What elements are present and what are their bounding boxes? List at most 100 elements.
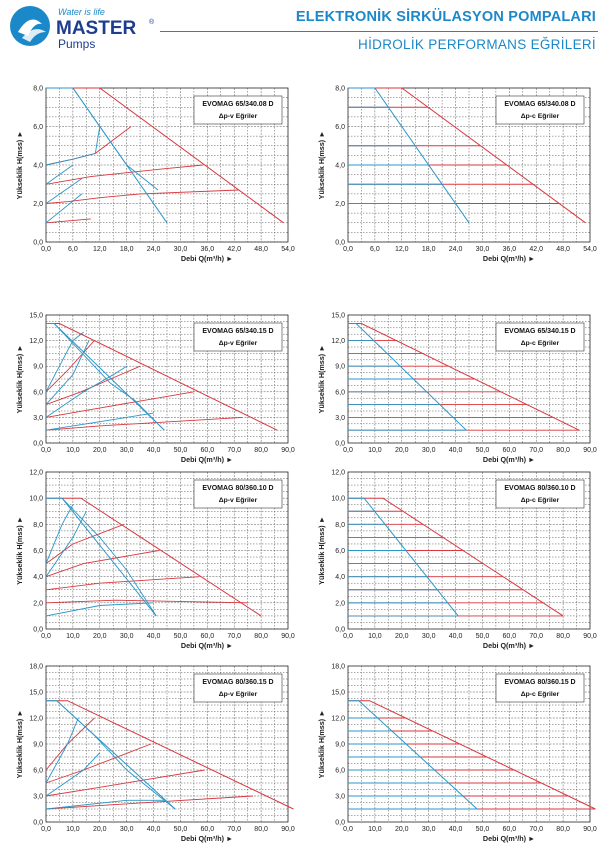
dp-v-red-curve xyxy=(45,550,159,578)
y-tick-label: 9,0 xyxy=(33,742,43,749)
dp-v-red-curve xyxy=(45,189,239,204)
mode-label: Δp-c Eğriler xyxy=(521,113,560,120)
y-tick-label: 18,0 xyxy=(29,664,43,671)
logo-tagline: Water is life xyxy=(58,7,105,17)
x-tick-label: 30,0 xyxy=(174,246,188,253)
x-tick-label: 40,0 xyxy=(147,826,161,833)
y-tick-label: 8,0 xyxy=(335,522,345,529)
model-box xyxy=(495,322,585,352)
y-tick-label: 15,0 xyxy=(29,313,43,320)
x-tick-label: 50,0 xyxy=(174,447,188,454)
y-axis-label: Yükseklik H(mss) ► xyxy=(15,710,24,779)
x-tick-label: 40,0 xyxy=(147,447,161,454)
x-tick-label: 36,0 xyxy=(503,246,517,253)
chart-7: 0,0 10,0 20,0 30,0 40,0 50,0 60,0 70,0 80,0 90,0 0… xyxy=(15,664,295,844)
y-tick-label: 15,0 xyxy=(29,690,43,697)
page-subtitle: HİDROLİK PERFORMANS EĞRİLERİ xyxy=(358,37,596,52)
dp-v-red-curve xyxy=(45,795,254,810)
x-tick-label: 20,0 xyxy=(395,447,409,454)
y-tick-label: 6,0 xyxy=(33,124,43,131)
x-tick-label: 50,0 xyxy=(174,826,188,833)
red-max-curve xyxy=(348,700,596,810)
model-box xyxy=(193,322,283,352)
y-tick-label: 0,0 xyxy=(335,627,345,634)
x-tick-label: 30,0 xyxy=(422,826,436,833)
x-tick-label: 70,0 xyxy=(227,447,241,454)
blue-max-curve xyxy=(46,87,168,224)
x-tick-label: 30,0 xyxy=(422,447,436,454)
model-name: EVOMAG 65/340.08 D xyxy=(504,101,575,108)
y-tick-label: 0,0 xyxy=(335,441,345,448)
y-tick-label: 15,0 xyxy=(331,313,345,320)
title-divider xyxy=(160,31,598,32)
y-tick-label: 4,0 xyxy=(335,163,345,170)
dp-v-red-curve xyxy=(45,164,203,185)
y-tick-label: 3,0 xyxy=(33,794,43,801)
dp-v-blue-curve xyxy=(45,193,83,224)
x-tick-label: 90,0 xyxy=(281,447,295,454)
x-tick-label: 20,0 xyxy=(395,633,409,640)
x-tick-label: 70,0 xyxy=(227,633,241,640)
mode-label: Δp-v Eğriler xyxy=(219,691,258,698)
x-tick-label: 80,0 xyxy=(556,447,570,454)
x-axis-label: Debi Q(m³/h) ► xyxy=(483,455,535,464)
logo-brand-sub: Pumps xyxy=(58,37,95,51)
y-tick-label: 2,0 xyxy=(335,600,345,607)
x-tick-label: 10,0 xyxy=(66,447,80,454)
y-tick-label: 6,0 xyxy=(335,389,345,396)
x-tick-label: 0,0 xyxy=(41,246,51,253)
chart-5: 0,0 10,0 20,0 30,0 40,0 50,0 60,0 70,0 80,0 90,0 0… xyxy=(15,470,295,651)
x-tick-label: 80,0 xyxy=(254,447,268,454)
y-axis-label: Yükseklik H(mss) ► xyxy=(317,710,326,779)
x-tick-label: 50,0 xyxy=(476,633,490,640)
y-tick-label: 10,0 xyxy=(29,496,43,503)
mode-label: Δp-v Eğriler xyxy=(219,340,258,347)
x-tick-label: 80,0 xyxy=(254,633,268,640)
y-tick-label: 2,0 xyxy=(33,600,43,607)
x-tick-label: 60,0 xyxy=(503,447,517,454)
y-tick-label: 0,0 xyxy=(33,627,43,634)
x-tick-label: 42,0 xyxy=(529,246,543,253)
dp-v-red-curve xyxy=(45,599,248,604)
y-tick-label: 2,0 xyxy=(33,201,43,208)
x-tick-label: 90,0 xyxy=(583,633,597,640)
dp-v-blue-curve xyxy=(45,752,101,797)
red-max-curve xyxy=(46,700,294,810)
page-title: ELEKTRONİK SİRKÜLASYON POMPALARI xyxy=(295,9,596,25)
x-tick-label: 20,0 xyxy=(395,826,409,833)
x-tick-label: 30,0 xyxy=(120,447,134,454)
model-name: EVOMAG 80/360.15 D xyxy=(504,679,575,686)
dp-v-blue-curve xyxy=(45,717,79,784)
logo-wave-icon xyxy=(18,19,42,36)
y-tick-label: 3,0 xyxy=(33,415,43,422)
blue-max-curve xyxy=(348,700,478,810)
dp-v-red-curve xyxy=(45,340,95,393)
x-tick-label: 12,0 xyxy=(395,246,409,253)
dp-v-red-curve xyxy=(45,576,200,591)
plot-frame xyxy=(45,665,289,823)
x-axis-label: Debi Q(m³/h) ► xyxy=(181,254,233,263)
x-tick-label: 18,0 xyxy=(422,246,436,253)
y-tick-label: 6,0 xyxy=(33,768,43,775)
y-tick-label: 15,0 xyxy=(331,690,345,697)
y-axis-label: Yükseklik H(mss) ► xyxy=(15,516,24,585)
x-tick-label: 20,0 xyxy=(93,826,107,833)
x-tick-label: 50,0 xyxy=(476,447,490,454)
chart-2: 0,0 6,0 12,0 18,0 24,0 30,0 36,0 42,0 48,0 54,0 0,… xyxy=(317,86,597,264)
y-axis-label: Yükseklik H(mss) ► xyxy=(317,131,326,200)
y-tick-label: 0,0 xyxy=(335,820,345,827)
x-tick-label: 20,0 xyxy=(93,633,107,640)
x-tick-label: 90,0 xyxy=(281,826,295,833)
x-tick-label: 30,0 xyxy=(120,826,134,833)
x-tick-label: 42,0 xyxy=(227,246,241,253)
dp-v-blue-curve xyxy=(45,164,74,185)
dp-v-blue-curve xyxy=(45,504,74,564)
x-tick-label: 12,0 xyxy=(93,246,107,253)
x-tick-label: 0,0 xyxy=(343,826,353,833)
chart-1: 0,0 6,0 12,0 18,0 24,0 30,0 36,0 42,0 48,0 54,0 0,… xyxy=(15,86,295,264)
x-tick-label: 30,0 xyxy=(120,633,134,640)
y-tick-label: 10,0 xyxy=(331,496,345,503)
x-tick-label: 0,0 xyxy=(41,447,51,454)
model-box xyxy=(495,95,585,125)
x-tick-label: 54,0 xyxy=(281,246,295,253)
